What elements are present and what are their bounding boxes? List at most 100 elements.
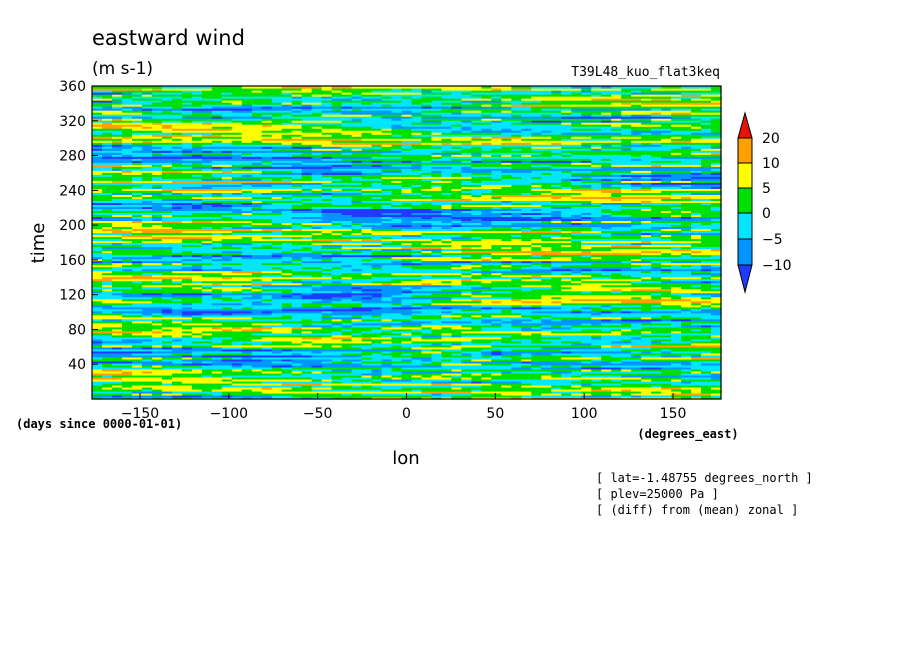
heatmap-cell [251,288,263,292]
heatmap-cell [341,250,353,254]
heatmap-cell [661,374,672,378]
heatmap-cell [391,242,403,246]
heatmap-cell [361,374,373,378]
heatmap-cell [451,370,463,374]
heatmap-cell [221,368,233,372]
heatmap-cell [171,260,183,264]
heatmap-cell [631,344,642,348]
heatmap-cell [471,288,482,292]
heatmap-cell [201,304,213,308]
heatmap-cell [681,342,692,346]
heatmap-cell [101,308,113,312]
heatmap-cell [221,280,233,284]
heatmap-cell [261,340,273,344]
heatmap-cell [181,350,193,354]
heatmap-cell [461,346,472,350]
heatmap-cell [251,272,263,276]
heatmap-cell [681,382,692,386]
heatmap-cell [251,322,263,326]
heatmap-cell [281,242,293,246]
heatmap-cell [461,352,472,356]
heatmap-cell [681,292,692,296]
heatmap-cell [691,308,702,312]
heatmap-cell [231,258,243,262]
heatmap-cell [481,334,492,338]
heatmap-cell [281,254,293,258]
heatmap-cell [531,286,542,290]
heatmap-cell [111,276,123,280]
heatmap-cell [651,330,662,334]
heatmap-cell [481,296,492,300]
heatmap-cell [491,290,502,294]
heatmap-cell [141,378,153,382]
heatmap-cell [191,364,203,368]
heatmap-cell [181,358,193,362]
heatmap-cell [491,352,502,356]
heatmap-cell [111,356,123,360]
heatmap-cell [611,378,622,382]
heatmap-cell [341,384,353,388]
heatmap-cell [601,286,612,290]
heatmap-cell [201,246,213,250]
heatmap-cell [211,346,223,350]
heatmap-cell [381,274,393,278]
heatmap-cell [291,350,303,354]
heatmap-cell [621,240,632,244]
heatmap-cell [361,266,373,270]
heatmap-cell [651,386,662,390]
heatmap-cell [221,328,233,332]
heatmap-cell [611,348,622,352]
heatmap-cell [541,350,552,354]
heatmap-cell [361,308,373,312]
heatmap-cell [411,242,423,246]
heatmap-cell [141,278,153,282]
heatmap-cell [501,296,512,300]
heatmap-cell [491,310,502,314]
heatmap-cell [461,246,472,250]
heatmap-cell [541,354,552,358]
heatmap-cell [361,252,373,256]
heatmap-cell [101,388,113,392]
heatmap-cell [141,280,153,284]
heatmap-cell [441,246,453,250]
heatmap-cell [441,270,453,274]
heatmap-cell [511,310,522,314]
heatmap-cell [101,366,113,370]
heatmap-cell [371,256,383,260]
heatmap-cell [241,344,253,348]
heatmap-cell [501,372,512,376]
heatmap-cell [241,286,253,290]
heatmap-cell [521,304,532,308]
heatmap-cell [211,274,223,278]
heatmap-cell [271,256,283,260]
heatmap-cell [311,344,323,348]
heatmap-cell [541,288,552,292]
heatmap-cell [611,284,622,288]
heatmap-cell [181,332,193,336]
heatmap-cell [431,374,443,378]
heatmap-cell [181,240,193,244]
heatmap-cell [321,354,333,358]
heatmap-cell [291,378,303,382]
heatmap-cell [361,270,373,274]
heatmap-cell [431,306,443,310]
heatmap-cell [561,302,572,306]
heatmap-cell [361,290,373,294]
heatmap-cell [451,358,463,362]
heatmap-cell [681,336,692,340]
heatmap-cell [171,304,183,308]
heatmap-cell [591,386,602,390]
heatmap-cell [341,264,353,268]
heatmap-cell [531,288,542,292]
heatmap-cell [92,288,103,292]
heatmap-cell [571,344,582,348]
heatmap-cell [571,254,582,258]
heatmap-cell [441,380,453,384]
heatmap-cell [351,332,363,336]
heatmap-cell [571,338,582,342]
heatmap-cell [271,258,283,262]
heatmap-cell [541,336,552,340]
heatmap-cell [701,304,712,308]
heatmap-cell [531,350,542,354]
heatmap-cell [271,300,283,304]
